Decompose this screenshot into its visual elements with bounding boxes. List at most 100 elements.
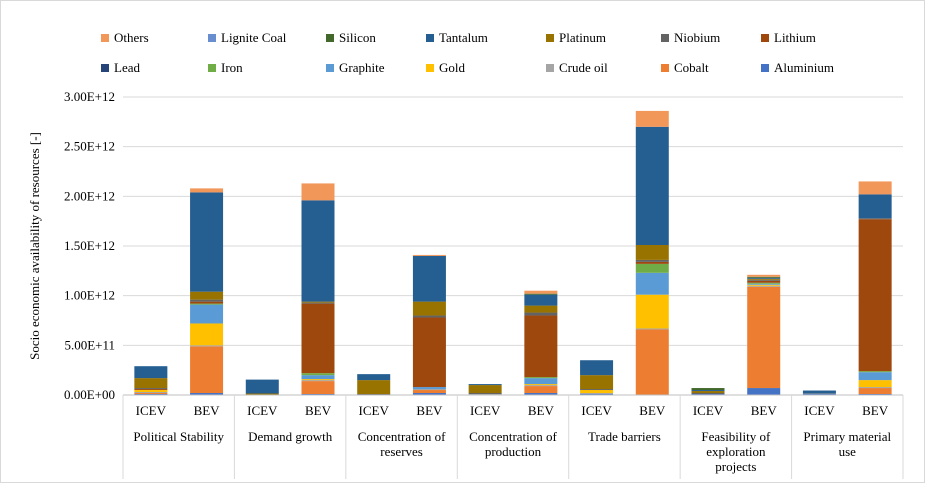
- bar-segment-platinum: [134, 378, 167, 388]
- bar-segment-niobium: [524, 313, 557, 316]
- bar-segment-gold: [747, 285, 780, 286]
- legend-label-graphite: Graphite: [339, 60, 385, 75]
- bar-segment-gold: [302, 379, 335, 380]
- x-group-label: Trade barriers: [588, 429, 661, 444]
- bar-segment-crude-oil: [747, 286, 780, 287]
- legend-label-aluminium: Aluminium: [774, 60, 834, 75]
- bar-segment-others: [302, 183, 335, 200]
- bar-segment-lithium: [524, 316, 557, 378]
- bar-segment-others: [636, 111, 669, 127]
- bar-segment-tantalum: [413, 256, 446, 302]
- bar-segment-platinum: [524, 306, 557, 313]
- bar-segment-lithium: [636, 262, 669, 264]
- bar-segment-cobalt: [190, 346, 223, 393]
- bar-segment-tantalum: [692, 390, 725, 391]
- legend-swatch-platinum: [546, 34, 554, 42]
- bar-segment-gold: [580, 390, 613, 393]
- x-subcategory-label: BEV: [416, 403, 443, 418]
- bar-segment-lithium: [302, 304, 335, 374]
- bar-segment-graphite: [190, 305, 223, 324]
- x-group-label: Concentration of reserves: [358, 429, 446, 459]
- bar-segment-lithium: [747, 281, 780, 283]
- bar-segment-graphite: [524, 378, 557, 384]
- legend-label-crude-oil: Crude oil: [559, 60, 608, 75]
- bar-segment-others: [524, 291, 557, 294]
- x-group-label: Primary material use: [803, 429, 891, 459]
- bar-segment-platinum: [580, 375, 613, 389]
- bar-segment-others: [747, 275, 780, 277]
- bar-segment-aluminium: [747, 388, 780, 395]
- bar-segment-platinum: [302, 302, 335, 303]
- legend-label-silicon: Silicon: [339, 30, 376, 45]
- legend-label-niobium: Niobium: [674, 30, 720, 45]
- bar-segment-iron: [747, 283, 780, 284]
- bar-segment-niobium: [692, 393, 725, 394]
- legend-label-platinum: Platinum: [559, 30, 606, 45]
- x-subcategory-label: BEV: [194, 403, 221, 418]
- legend-swatch-iron: [208, 64, 216, 72]
- x-subcategory-label: BEV: [305, 403, 332, 418]
- y-axis-label: Socio economic availability of resources…: [27, 132, 42, 360]
- bar-segment-tantalum: [190, 192, 223, 291]
- legend-label-lead: Lead: [114, 60, 140, 75]
- bar-segment-graphite: [413, 387, 446, 389]
- bar-segment-gold: [859, 380, 892, 387]
- bar-segment-silicon: [747, 277, 780, 278]
- y-tick-label: 1.50E+12: [64, 238, 115, 253]
- bar-segment-tantalum: [357, 374, 390, 380]
- bar-segment-gold: [524, 384, 557, 385]
- bar-segment-niobium: [747, 280, 780, 281]
- y-tick-label: 1.00E+12: [64, 288, 115, 303]
- x-subcategory-label: BEV: [528, 403, 555, 418]
- legend-swatch-graphite: [326, 64, 334, 72]
- legend-label-others: Others: [114, 30, 149, 45]
- bar-segment-platinum: [636, 245, 669, 260]
- bar-segment-iron: [524, 377, 557, 378]
- legend-swatch-gold: [426, 64, 434, 72]
- legend-label-lignite-coal: Lignite Coal: [221, 30, 287, 45]
- x-subcategory-label: ICEV: [359, 403, 390, 418]
- legend-label-tantalum: Tantalum: [439, 30, 488, 45]
- legend-swatch-others: [101, 34, 109, 42]
- bar-segment-lithium: [859, 219, 892, 371]
- bar-segment-platinum: [413, 302, 446, 316]
- bar-segment-silicon: [692, 388, 725, 390]
- bar-segment-tantalum: [859, 194, 892, 218]
- legend-swatch-lead: [101, 64, 109, 72]
- x-subcategory-label: BEV: [639, 403, 666, 418]
- bar-segment-others: [190, 188, 223, 192]
- y-tick-label: 0.00E+00: [64, 387, 115, 402]
- bar-segment-crude-oil: [134, 392, 167, 393]
- bar-segment-iron: [302, 373, 335, 375]
- bar-segment-niobium: [134, 388, 167, 389]
- bar-segment-tantalum: [803, 391, 836, 394]
- bar-segment-tantalum: [580, 360, 613, 375]
- bar-segment-niobium: [469, 393, 502, 394]
- bar-segment-niobium: [190, 300, 223, 302]
- legend-swatch-silicon: [326, 34, 334, 42]
- bar-segment-cobalt: [636, 329, 669, 395]
- bar-segment-platinum: [246, 394, 279, 395]
- bar-segment-graphite: [636, 273, 669, 295]
- bar-segment-cobalt: [134, 393, 167, 394]
- x-group-label: Concentration of production: [469, 429, 557, 459]
- x-subcategory-label: ICEV: [247, 403, 278, 418]
- bar-segment-lithium: [134, 389, 167, 390]
- bar-segment-crude-oil: [302, 380, 335, 381]
- bar-segment-crude-oil: [803, 394, 836, 395]
- bar-segment-niobium: [580, 389, 613, 390]
- bar-segment-graphite: [859, 372, 892, 380]
- legend-label-iron: Iron: [221, 60, 243, 75]
- bar-segment-gold: [190, 323, 223, 345]
- bar-segment-iron: [190, 304, 223, 305]
- x-group-label: Political Stability: [133, 429, 224, 444]
- bar-segment-tantalum: [469, 384, 502, 385]
- bar-segment-crude-oil: [190, 345, 223, 346]
- bar-segment-gold: [636, 295, 669, 329]
- bar-segment-platinum: [190, 292, 223, 300]
- bar-segment-tantalum: [524, 295, 557, 306]
- x-subcategory-label: ICEV: [136, 403, 167, 418]
- x-subcategory-label: ICEV: [470, 403, 501, 418]
- bar-segment-niobium: [636, 260, 669, 262]
